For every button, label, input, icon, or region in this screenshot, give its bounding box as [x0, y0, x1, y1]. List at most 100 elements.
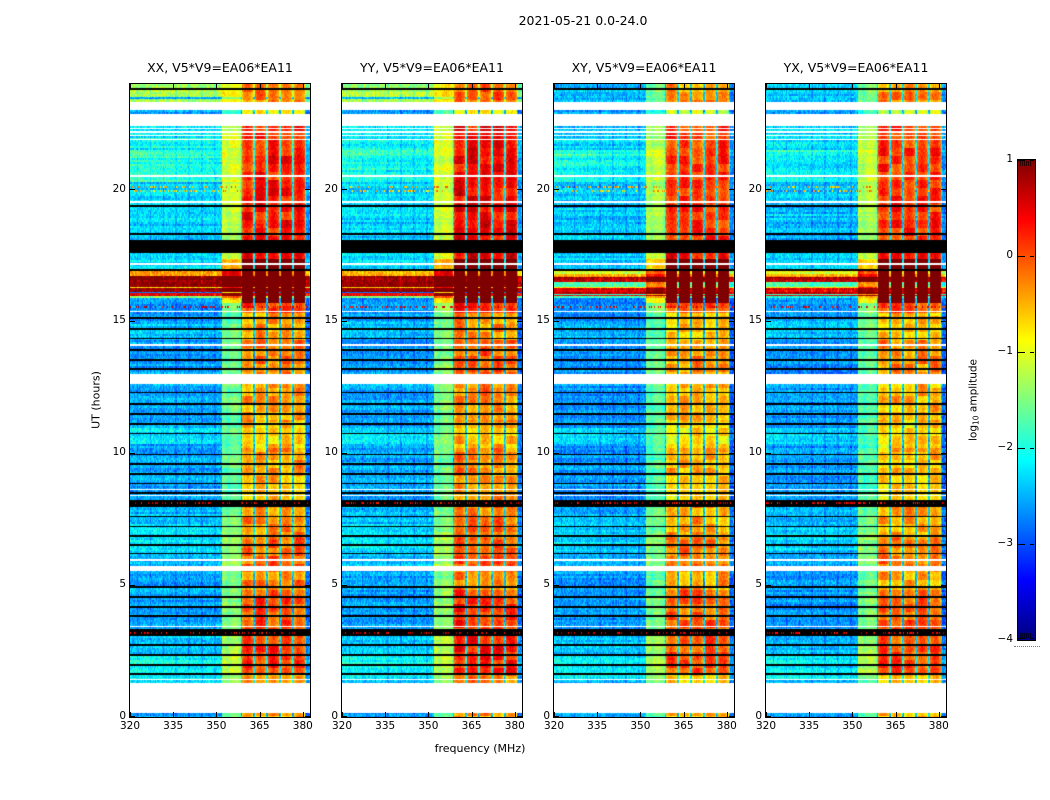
colorbar-end-hatch — [1030, 633, 1031, 638]
y-tick-mark — [554, 585, 559, 586]
y-tick-mark — [342, 321, 347, 322]
x-tick-mark-top — [173, 84, 174, 89]
colorbar-end-hatch — [1022, 161, 1023, 166]
y-tick-mark-right — [729, 453, 734, 454]
y-tick-label: 5 — [543, 578, 550, 591]
y-tick-mark-right — [941, 189, 946, 190]
x-tick-mark-top — [684, 84, 685, 89]
y-tick-mark-right — [517, 321, 522, 322]
y-tick-label: 5 — [119, 578, 126, 591]
colorbar-end-hatch — [1030, 161, 1031, 166]
y-tick-mark — [554, 716, 559, 717]
x-tick-label: 380 — [292, 720, 313, 732]
y-tick-label: 15 — [112, 314, 126, 327]
colorbar-tick-label: −1 — [997, 345, 1013, 357]
y-tick-mark — [554, 189, 559, 190]
x-tick-mark-top — [640, 84, 641, 89]
colorbar-tick-mark-right — [1030, 544, 1034, 545]
spectrogram-image-xx — [130, 84, 310, 717]
y-tick-mark-right — [941, 716, 946, 717]
x-tick-label: 350 — [418, 720, 439, 732]
x-tick-mark-top — [515, 84, 516, 89]
y-tick-label: 20 — [112, 182, 126, 195]
x-tick-mark-top — [554, 84, 555, 89]
x-tick-mark-top — [428, 84, 429, 89]
y-tick-mark-right — [305, 189, 310, 190]
x-tick-label: 365 — [673, 720, 694, 732]
y-tick-mark-right — [305, 321, 310, 322]
colorbar-tick-mark-right — [1030, 160, 1034, 161]
x-tick-mark-top — [597, 84, 598, 89]
y-tick-mark-right — [305, 453, 310, 454]
colorbar — [1017, 159, 1036, 641]
spectrogram-image-yx — [766, 84, 946, 717]
colorbar-end-hatch — [1026, 161, 1027, 166]
y-tick-mark-right — [517, 189, 522, 190]
x-tick-mark-top — [896, 84, 897, 89]
colorbar-tick-mark-right — [1030, 448, 1034, 449]
y-tick-label: 10 — [112, 446, 126, 459]
y-tick-mark-right — [941, 321, 946, 322]
colorbar-tick-label: 1 — [1006, 153, 1013, 165]
colorbar-tick-mark — [1018, 256, 1025, 257]
y-tick-mark — [766, 585, 771, 586]
x-tick-label: 335 — [587, 720, 608, 732]
colorbar-tick-mark — [1018, 352, 1025, 353]
colorbar-label-suffix: amplitude — [967, 359, 980, 416]
y-tick-label: 5 — [755, 578, 762, 591]
colorbar-end-hatch — [1022, 633, 1023, 638]
y-tick-mark — [766, 321, 771, 322]
x-tick-mark-top — [727, 84, 728, 89]
spectrogram-image-xy — [554, 84, 734, 717]
y-tick-mark — [342, 453, 347, 454]
x-tick-label: 380 — [716, 720, 737, 732]
colorbar-end-hatch — [1028, 161, 1029, 166]
y-tick-label: 10 — [748, 446, 762, 459]
y-tick-mark-right — [517, 453, 522, 454]
colorbar-end-hatch — [1024, 633, 1025, 638]
x-tick-label: 365 — [461, 720, 482, 732]
x-tick-mark — [515, 712, 516, 717]
y-tick-mark — [130, 453, 135, 454]
x-tick-mark-top — [216, 84, 217, 89]
y-tick-label: 15 — [324, 314, 338, 327]
x-tick-mark-top — [303, 84, 304, 89]
x-tick-mark — [766, 712, 767, 717]
y-tick-mark — [130, 716, 135, 717]
x-tick-mark-top — [385, 84, 386, 89]
y-tick-mark-right — [305, 585, 310, 586]
colorbar-extend-dots — [1014, 646, 1040, 647]
y-tick-mark — [342, 189, 347, 190]
x-tick-mark — [727, 712, 728, 717]
x-tick-label: 365 — [885, 720, 906, 732]
y-tick-mark — [130, 189, 135, 190]
x-tick-label: 335 — [799, 720, 820, 732]
x-tick-label: 350 — [630, 720, 651, 732]
x-tick-mark — [385, 712, 386, 717]
colorbar-gradient — [1018, 160, 1035, 640]
y-tick-mark-right — [729, 189, 734, 190]
x-tick-mark-top — [939, 84, 940, 89]
x-tick-mark — [554, 712, 555, 717]
colorbar-end-hatch — [1020, 633, 1021, 638]
y-tick-mark-right — [941, 585, 946, 586]
x-axis-label: frequency (MHz) — [434, 742, 526, 755]
y-tick-label: 0 — [119, 710, 126, 722]
y-tick-mark — [554, 321, 559, 322]
x-tick-mark — [809, 712, 810, 717]
x-tick-mark-top — [130, 84, 131, 89]
x-tick-mark — [896, 712, 897, 717]
y-tick-mark — [342, 716, 347, 717]
x-tick-mark — [260, 712, 261, 717]
y-tick-mark — [766, 716, 771, 717]
x-tick-mark — [173, 712, 174, 717]
spectrogram-panel-yy — [341, 83, 523, 718]
x-tick-label: 320 — [331, 720, 353, 732]
colorbar-tick-mark — [1018, 544, 1025, 545]
colorbar-tick-label: −4 — [997, 633, 1013, 645]
x-tick-label: 320 — [543, 720, 565, 732]
y-tick-mark — [130, 321, 135, 322]
y-tick-mark-right — [729, 321, 734, 322]
y-tick-mark — [766, 453, 771, 454]
